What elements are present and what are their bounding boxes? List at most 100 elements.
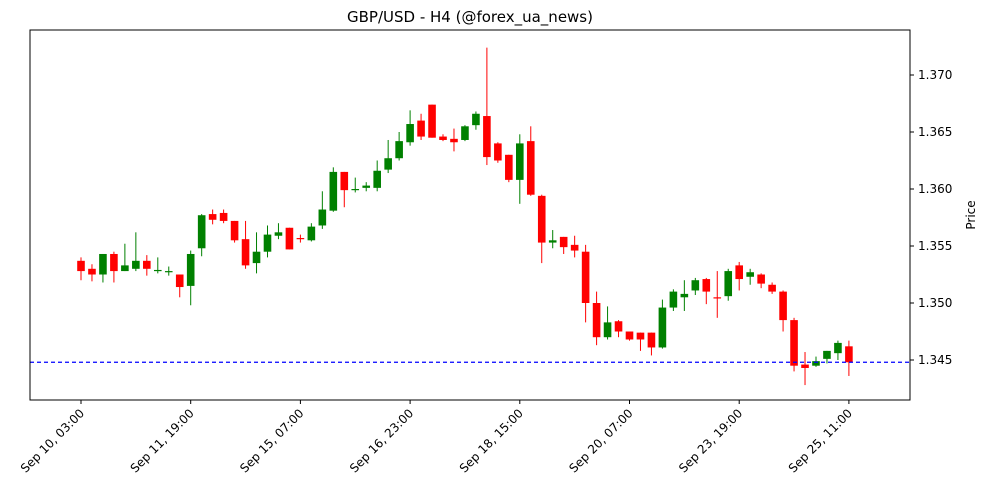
- candle: [241, 220, 250, 269]
- candle: [132, 232, 140, 272]
- candle-body: [746, 272, 754, 277]
- candle: [779, 290, 787, 332]
- candle: [801, 352, 809, 386]
- candle-body: [450, 138, 458, 143]
- candle-body: [164, 271, 173, 273]
- candle-body: [845, 346, 853, 363]
- candle: [592, 291, 601, 346]
- x-axis: Sep 10, 03:00 Sep 11, 19:00 Sep 15, 07:00 S…: [18, 400, 855, 475]
- candle-body: [625, 331, 634, 340]
- candle-body: [230, 220, 239, 241]
- y-tick-label: 1.365: [918, 125, 952, 139]
- candle-body: [647, 332, 656, 348]
- candle-body: [757, 274, 765, 284]
- candle: [406, 110, 414, 146]
- candle: [77, 257, 85, 281]
- x-tick-label: Sep 10, 03:00: [18, 406, 87, 475]
- candle: [186, 250, 195, 306]
- chart-title: GBP/USD - H4 (@forex_ua_news): [347, 8, 593, 27]
- candle-body: [241, 239, 250, 266]
- candle-body: [132, 260, 140, 269]
- candle-body: [318, 209, 327, 226]
- x-tick-label: Sep 18, 15:00: [457, 406, 526, 475]
- candle-body: [461, 126, 469, 140]
- candle-body: [823, 350, 831, 359]
- candle: [559, 236, 568, 254]
- candle: [625, 331, 634, 341]
- candle-body: [834, 342, 842, 354]
- candle-body: [351, 189, 360, 191]
- candle: [614, 320, 623, 338]
- candle: [230, 220, 239, 243]
- candle-body: [680, 293, 689, 298]
- candle: [362, 182, 371, 192]
- y-tick-label: 1.370: [918, 68, 952, 82]
- y-tick-label: 1.345: [918, 353, 952, 367]
- candle-body: [307, 226, 316, 241]
- x-tick-label: Sep 20, 07:00: [566, 406, 635, 475]
- candle: [647, 332, 656, 356]
- candle: [757, 273, 765, 289]
- candle-body: [362, 185, 371, 188]
- candle-body: [428, 104, 436, 138]
- candle: [746, 268, 754, 285]
- candle: [724, 268, 733, 301]
- candle-body: [801, 364, 809, 368]
- candle: [274, 223, 283, 240]
- candle-body: [505, 154, 513, 180]
- candle: [702, 277, 711, 305]
- candle-body: [537, 195, 546, 243]
- candle: [450, 128, 458, 152]
- candle-body: [274, 232, 283, 236]
- x-tick-label: Sep 15, 07:00: [237, 406, 306, 475]
- candle-body: [526, 141, 535, 195]
- candle: [461, 125, 469, 142]
- candle-body: [735, 265, 743, 280]
- candle: [110, 251, 118, 283]
- candle: [505, 154, 513, 183]
- candle-body: [724, 271, 733, 297]
- candle: [472, 111, 480, 130]
- candle: [329, 167, 338, 212]
- candle: [428, 104, 436, 138]
- candle: [164, 266, 173, 276]
- candle: [340, 171, 349, 208]
- candle: [417, 113, 425, 140]
- candle: [88, 264, 96, 282]
- candle: [823, 350, 831, 364]
- candle: [395, 132, 403, 161]
- candle: [285, 227, 294, 250]
- candle-body: [263, 234, 272, 252]
- y-tick-label: 1.350: [918, 296, 952, 310]
- candle: [526, 126, 535, 196]
- candle: [263, 225, 272, 258]
- candle-body: [406, 124, 414, 143]
- candle-body: [603, 322, 612, 338]
- candle: [669, 289, 678, 311]
- candle: [373, 160, 381, 192]
- candle-body: [768, 284, 776, 292]
- candle-body: [439, 136, 447, 140]
- candle-body: [186, 253, 195, 286]
- candle: [318, 191, 327, 229]
- y-tick-label: 1.355: [918, 239, 952, 253]
- candle-body: [559, 236, 568, 248]
- candle-body: [143, 260, 151, 269]
- candle-body: [384, 158, 392, 170]
- candle: [219, 209, 228, 224]
- x-tick-label: Sep 23, 19:00: [676, 406, 745, 475]
- candle: [307, 223, 316, 242]
- candle-body: [296, 238, 305, 240]
- candle: [208, 209, 217, 225]
- candle: [548, 230, 557, 249]
- candle: [713, 271, 722, 318]
- candle: [790, 317, 798, 372]
- candle: [143, 255, 151, 276]
- candle-body: [472, 113, 480, 126]
- candle: [834, 340, 842, 360]
- candle: [384, 139, 392, 174]
- candle: [483, 47, 491, 166]
- candle-body: [614, 321, 623, 332]
- candle: [153, 257, 162, 274]
